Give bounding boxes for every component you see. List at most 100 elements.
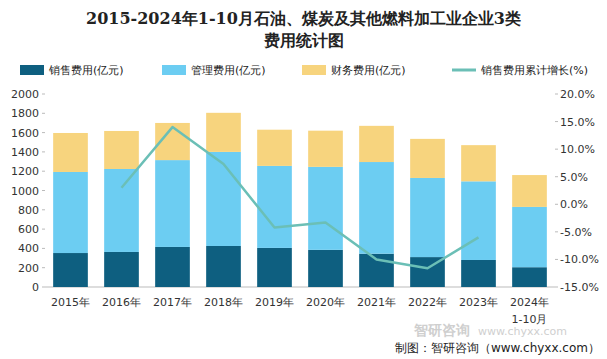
y-tick-label: 400 [18, 242, 39, 255]
watermark: 智研咨询 [413, 322, 470, 338]
y-tick-label: 1800 [11, 107, 39, 120]
x-tick-label: 2020年 [306, 296, 345, 309]
bar [257, 166, 292, 248]
bar [512, 175, 547, 207]
x-tick-label-line: 2019年 [255, 296, 294, 309]
legend-item: 财务费用(亿元) [302, 64, 406, 77]
y2-tick-label: 0.0% [560, 198, 588, 211]
bar [257, 130, 292, 166]
legend-item: 管理费用(亿元) [162, 64, 266, 77]
bar [155, 247, 190, 287]
bar [359, 162, 394, 254]
y2-tick [555, 204, 558, 205]
x-tick-label-line: 2024年 [510, 296, 549, 309]
y-tick-label: 2000 [11, 88, 39, 101]
y2-tick [555, 231, 558, 232]
bar [104, 252, 139, 287]
y2-tick [555, 149, 558, 150]
x-tick-label: 2015年 [51, 296, 90, 309]
bar [410, 178, 445, 257]
bar [512, 207, 547, 267]
title: 2015-2024年1-10月石油、煤炭及其他燃料加工业企业3类 [86, 9, 521, 28]
legend-label: 销售费用(亿元) [48, 64, 124, 77]
y2-tick-label: 20.0% [560, 88, 595, 101]
y2-tick [555, 94, 558, 95]
y-tick [42, 190, 45, 191]
y-tick [42, 209, 45, 210]
y-tick-label: 0 [32, 281, 39, 294]
bar [461, 181, 496, 260]
x-tick-label: 2023年 [459, 296, 498, 309]
y2-tick-label: -10.0% [560, 253, 599, 266]
y-tick [42, 267, 45, 268]
bar [308, 167, 343, 250]
legend-label: 销售费用累计增长(%) [480, 64, 588, 77]
y-tick [42, 171, 45, 172]
bar [206, 246, 241, 287]
y2-tick [555, 176, 558, 177]
y-tick [42, 113, 45, 114]
legend-item: 销售费用累计增长(%) [452, 64, 588, 77]
y-tick [42, 248, 45, 249]
y-tick-label: 1000 [11, 185, 39, 198]
x-tick-label-line: 2018年 [204, 296, 243, 309]
bar [359, 126, 394, 162]
legend-swatch [20, 65, 44, 75]
y-tick [42, 287, 45, 288]
bar [308, 131, 343, 167]
bar [104, 131, 139, 169]
source-note: 制图：智研咨询（www.chyxx.com） [395, 341, 600, 355]
y2-tick-label: -15.0% [560, 281, 599, 294]
x-tick-label-line: 2016年 [102, 296, 141, 309]
y2-tick [555, 121, 558, 122]
y2-tick-label: 15.0% [560, 116, 595, 129]
x-tick-label-line: 2015年 [51, 296, 90, 309]
x-tick-label: 2024年1-10月 [510, 296, 549, 326]
y-tick [42, 229, 45, 230]
y2-tick [555, 259, 558, 260]
plot [53, 113, 547, 287]
x-tick-label: 2018年 [204, 296, 243, 309]
y-tick-label: 1200 [11, 165, 39, 178]
x-tick-label-line: 2020年 [306, 296, 345, 309]
x-tick-label: 2017年 [153, 296, 192, 309]
x-tick-label-line: 2022年 [408, 296, 447, 309]
x-tick-label: 2019年 [255, 296, 294, 309]
bar [257, 248, 292, 287]
bar [53, 172, 88, 253]
x-tick-label: 2021年 [357, 296, 396, 309]
bar [512, 267, 547, 287]
bar [461, 145, 496, 181]
chart: 2015-2024年1-10月石油、煤炭及其他燃料加工业企业3类费用统计图销售费… [0, 0, 607, 359]
legend-item: 销售费用(亿元) [20, 64, 124, 77]
legend-label: 管理费用(亿元) [191, 64, 266, 77]
y-tick [42, 132, 45, 133]
y-tick-label: 600 [18, 223, 39, 236]
legend-swatch [302, 65, 326, 75]
line [122, 127, 479, 268]
bar [104, 169, 139, 252]
x-tick-label-line: 2023年 [459, 296, 498, 309]
y-tick [42, 151, 45, 152]
y-tick-label: 1600 [11, 127, 39, 140]
legend-swatch [452, 69, 476, 72]
y2-tick [555, 287, 558, 288]
bar [155, 160, 190, 247]
y2-tick-label: 5.0% [560, 171, 588, 184]
y2-tick-label: -5.0% [560, 226, 592, 239]
x-tick-label-line: 2017年 [153, 296, 192, 309]
y-tick-label: 1400 [11, 146, 39, 159]
legend-swatch [162, 65, 186, 75]
x-tick-label: 2016年 [102, 296, 141, 309]
bar [53, 253, 88, 287]
bar [410, 139, 445, 178]
y-tick-label: 200 [18, 262, 39, 275]
watermark: www.chyxx.com [478, 325, 567, 338]
y-tick [42, 94, 45, 95]
x-tick-label-line: 2021年 [357, 296, 396, 309]
x-tick-label: 2022年 [408, 296, 447, 309]
title: 费用统计图 [263, 31, 344, 50]
legend-label: 财务费用(亿元) [331, 64, 406, 77]
y-tick-label: 800 [18, 204, 39, 217]
bar [461, 260, 496, 287]
